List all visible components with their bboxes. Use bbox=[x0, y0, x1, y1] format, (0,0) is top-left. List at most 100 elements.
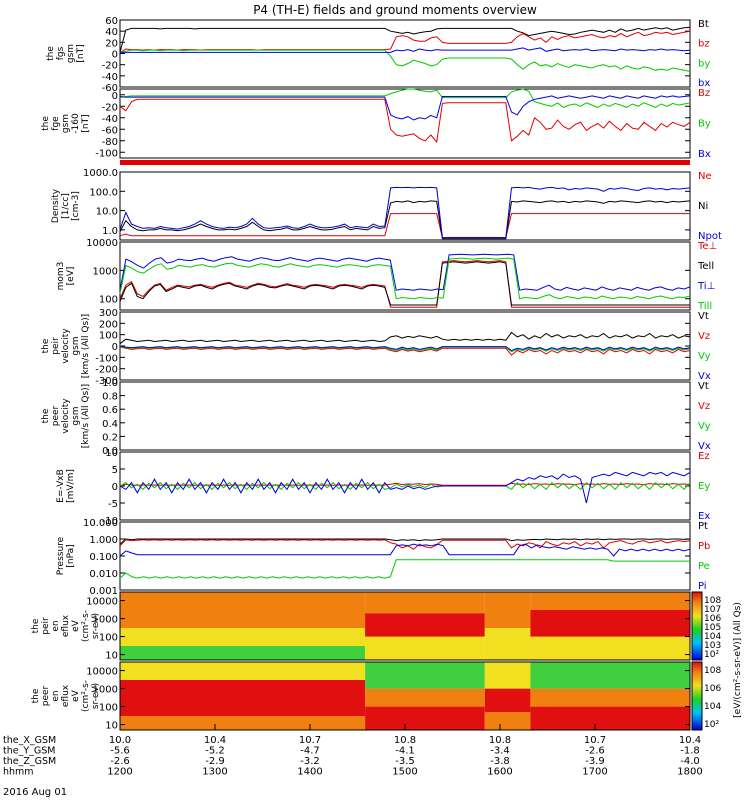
figure-title: P4 (TH-E) fields and ground moments over… bbox=[253, 3, 537, 17]
colorbar-tick-label: 103 bbox=[704, 641, 721, 651]
y-axis-label: the bbox=[41, 408, 51, 423]
x-row-name: the_Z_GSM bbox=[3, 756, 56, 767]
y-tick-label: 0.2 bbox=[102, 432, 118, 443]
y-tick-label: 10000 bbox=[86, 597, 118, 608]
panel-pressure: 10.000 1.000 0.100 0.010 0.001 Pressure [nPa] P… bbox=[56, 518, 710, 597]
heatmap-cell bbox=[365, 592, 485, 614]
series-line-By bbox=[119, 88, 691, 108]
legend-entry: Vz bbox=[698, 331, 710, 342]
x-tick-label: 10.8 bbox=[394, 735, 416, 746]
series-line-bx bbox=[120, 47, 691, 53]
y-tick-label: 0 bbox=[112, 50, 118, 61]
y-axis-label: gsm bbox=[71, 406, 81, 425]
heatmap-cell bbox=[530, 688, 690, 707]
x-tick-label: 1200 bbox=[107, 767, 132, 778]
colorbar bbox=[691, 661, 703, 731]
x-tick-label: -2.6 bbox=[110, 756, 130, 767]
y-tick-label: 1000 bbox=[93, 266, 118, 277]
y-tick-label: -40 bbox=[102, 72, 118, 83]
y-tick-label: 100 bbox=[99, 633, 118, 644]
y-axis-label: en bbox=[51, 690, 61, 701]
x-tick-label: 10.4 bbox=[204, 735, 226, 746]
legend-entry: by bbox=[698, 58, 710, 69]
panel-frame bbox=[119, 381, 691, 451]
legend-entry: Pe bbox=[698, 561, 710, 572]
y-tick-label: 0 bbox=[112, 91, 118, 102]
panel-fge: 0-20-40-60-80-100 the fge gsm -160 [nT] Bz By Bx bbox=[41, 88, 711, 160]
legend-entry: Ey bbox=[698, 481, 710, 492]
heatmap-cell bbox=[365, 706, 485, 730]
x-tick-label: 1400 bbox=[297, 767, 322, 778]
y-axis-label: (cm²-s- bbox=[81, 680, 91, 712]
y-tick-label: 1.0 bbox=[102, 378, 118, 389]
x-tick-label: 1300 bbox=[202, 767, 227, 778]
y-axis-label: [eV] bbox=[66, 267, 76, 286]
series-line-Pe bbox=[119, 559, 690, 579]
panel-frame bbox=[119, 311, 691, 381]
series-line-Te⊥ bbox=[119, 260, 690, 308]
colorbar-tick-label: 107 bbox=[704, 605, 721, 615]
y-axis-label: eflux bbox=[61, 684, 71, 707]
y-tick-label: 10000 bbox=[86, 238, 118, 249]
colorbar-tick-label: 105 bbox=[704, 623, 721, 633]
colorbar-label: [eV/(cm²-s-sr-eV)] (All Qs) bbox=[733, 602, 743, 718]
y-tick-label: 0.0 bbox=[102, 446, 118, 457]
x-tick-label: 1600 bbox=[487, 767, 512, 778]
legend-entry: By bbox=[698, 119, 711, 130]
heatmap-cell bbox=[530, 662, 690, 689]
y-tick-label: 0.100 bbox=[89, 552, 118, 563]
x-tick-label: 1700 bbox=[582, 767, 607, 778]
y-tick-label: 1000 bbox=[93, 615, 118, 626]
legend-entry: Pb bbox=[698, 541, 710, 552]
y-tick-label: 100 bbox=[99, 295, 118, 306]
colorbar-tick-label: 104 bbox=[704, 632, 721, 642]
heatmap-cell bbox=[484, 712, 531, 730]
y-tick-label: 300 bbox=[99, 308, 118, 319]
y-tick-label: 0.6 bbox=[102, 405, 118, 416]
y-axis-label: eV bbox=[71, 689, 81, 702]
y-tick-label: -5 bbox=[108, 499, 118, 510]
panel-peer_velocity: 1.0 0.8 0.6 0.4 0.2 0.0 the peer velocity gsm [km/… bbox=[41, 378, 711, 457]
x-tick-label: -3.4 bbox=[490, 746, 510, 757]
colorbar-tick-label: 106 bbox=[704, 614, 721, 624]
legend-entry: Ti⊥ bbox=[697, 281, 715, 292]
y-axis-label: mom3 bbox=[56, 262, 66, 291]
legend-entry: Ne bbox=[698, 171, 712, 182]
legend-entry: Vx bbox=[698, 441, 711, 452]
y-tick-label: 1.0 bbox=[102, 226, 118, 237]
legend-entry: Ni bbox=[698, 201, 708, 212]
y-tick-label: -40 bbox=[102, 114, 118, 125]
legend-entry: Ez bbox=[698, 451, 710, 462]
y-tick-label: -100 bbox=[95, 148, 118, 159]
legend-entry: Tell bbox=[697, 261, 714, 272]
y-tick-label: -60 bbox=[102, 125, 118, 136]
y-tick-label: 1.000 bbox=[89, 535, 118, 546]
x-tick-label: -4.0 bbox=[680, 756, 700, 767]
x-tick-label: -2.6 bbox=[585, 746, 605, 757]
y-axis-label: fge bbox=[51, 116, 61, 131]
y-axis-label: the bbox=[31, 688, 41, 703]
legend-entry: Vy bbox=[698, 421, 711, 432]
y-axis-label: [mV/m] bbox=[66, 469, 76, 503]
series-line-Vz bbox=[119, 346, 691, 356]
y-axis-label: fgs bbox=[56, 46, 66, 60]
series-line-Ti⊥ bbox=[119, 253, 691, 291]
y-axis-label: the bbox=[46, 46, 56, 61]
heatmap-cell bbox=[365, 688, 485, 707]
y-tick-label: 100 bbox=[99, 331, 118, 342]
legend-entry: bz bbox=[698, 39, 710, 50]
panel-peir_eflux: 10000 1000 100 10 the peir en eflux eV (cm²-s-sr-… bbox=[31, 591, 691, 662]
heatmap-cell bbox=[530, 592, 690, 610]
colorbar-tick-label: 106 bbox=[704, 684, 721, 694]
y-tick-label: 100.0 bbox=[89, 187, 118, 198]
y-axis-label: [km/s (All Qs)] bbox=[81, 384, 91, 448]
y-axis-label: the bbox=[31, 618, 41, 633]
x-tick-label: -1.8 bbox=[680, 746, 700, 757]
x-tick-label: 10.8 bbox=[489, 735, 511, 746]
x-tick-label: -5.6 bbox=[110, 746, 130, 757]
heatmap-cell bbox=[484, 662, 531, 689]
heatmap-cell bbox=[530, 636, 690, 660]
legend-entry: Bx bbox=[698, 149, 711, 160]
panel-efield: 10 5 0 -5 -10 E=-VxB [mV/m] Ez Ey Ex bbox=[56, 448, 710, 527]
y-tick-label: -10 bbox=[102, 516, 118, 527]
